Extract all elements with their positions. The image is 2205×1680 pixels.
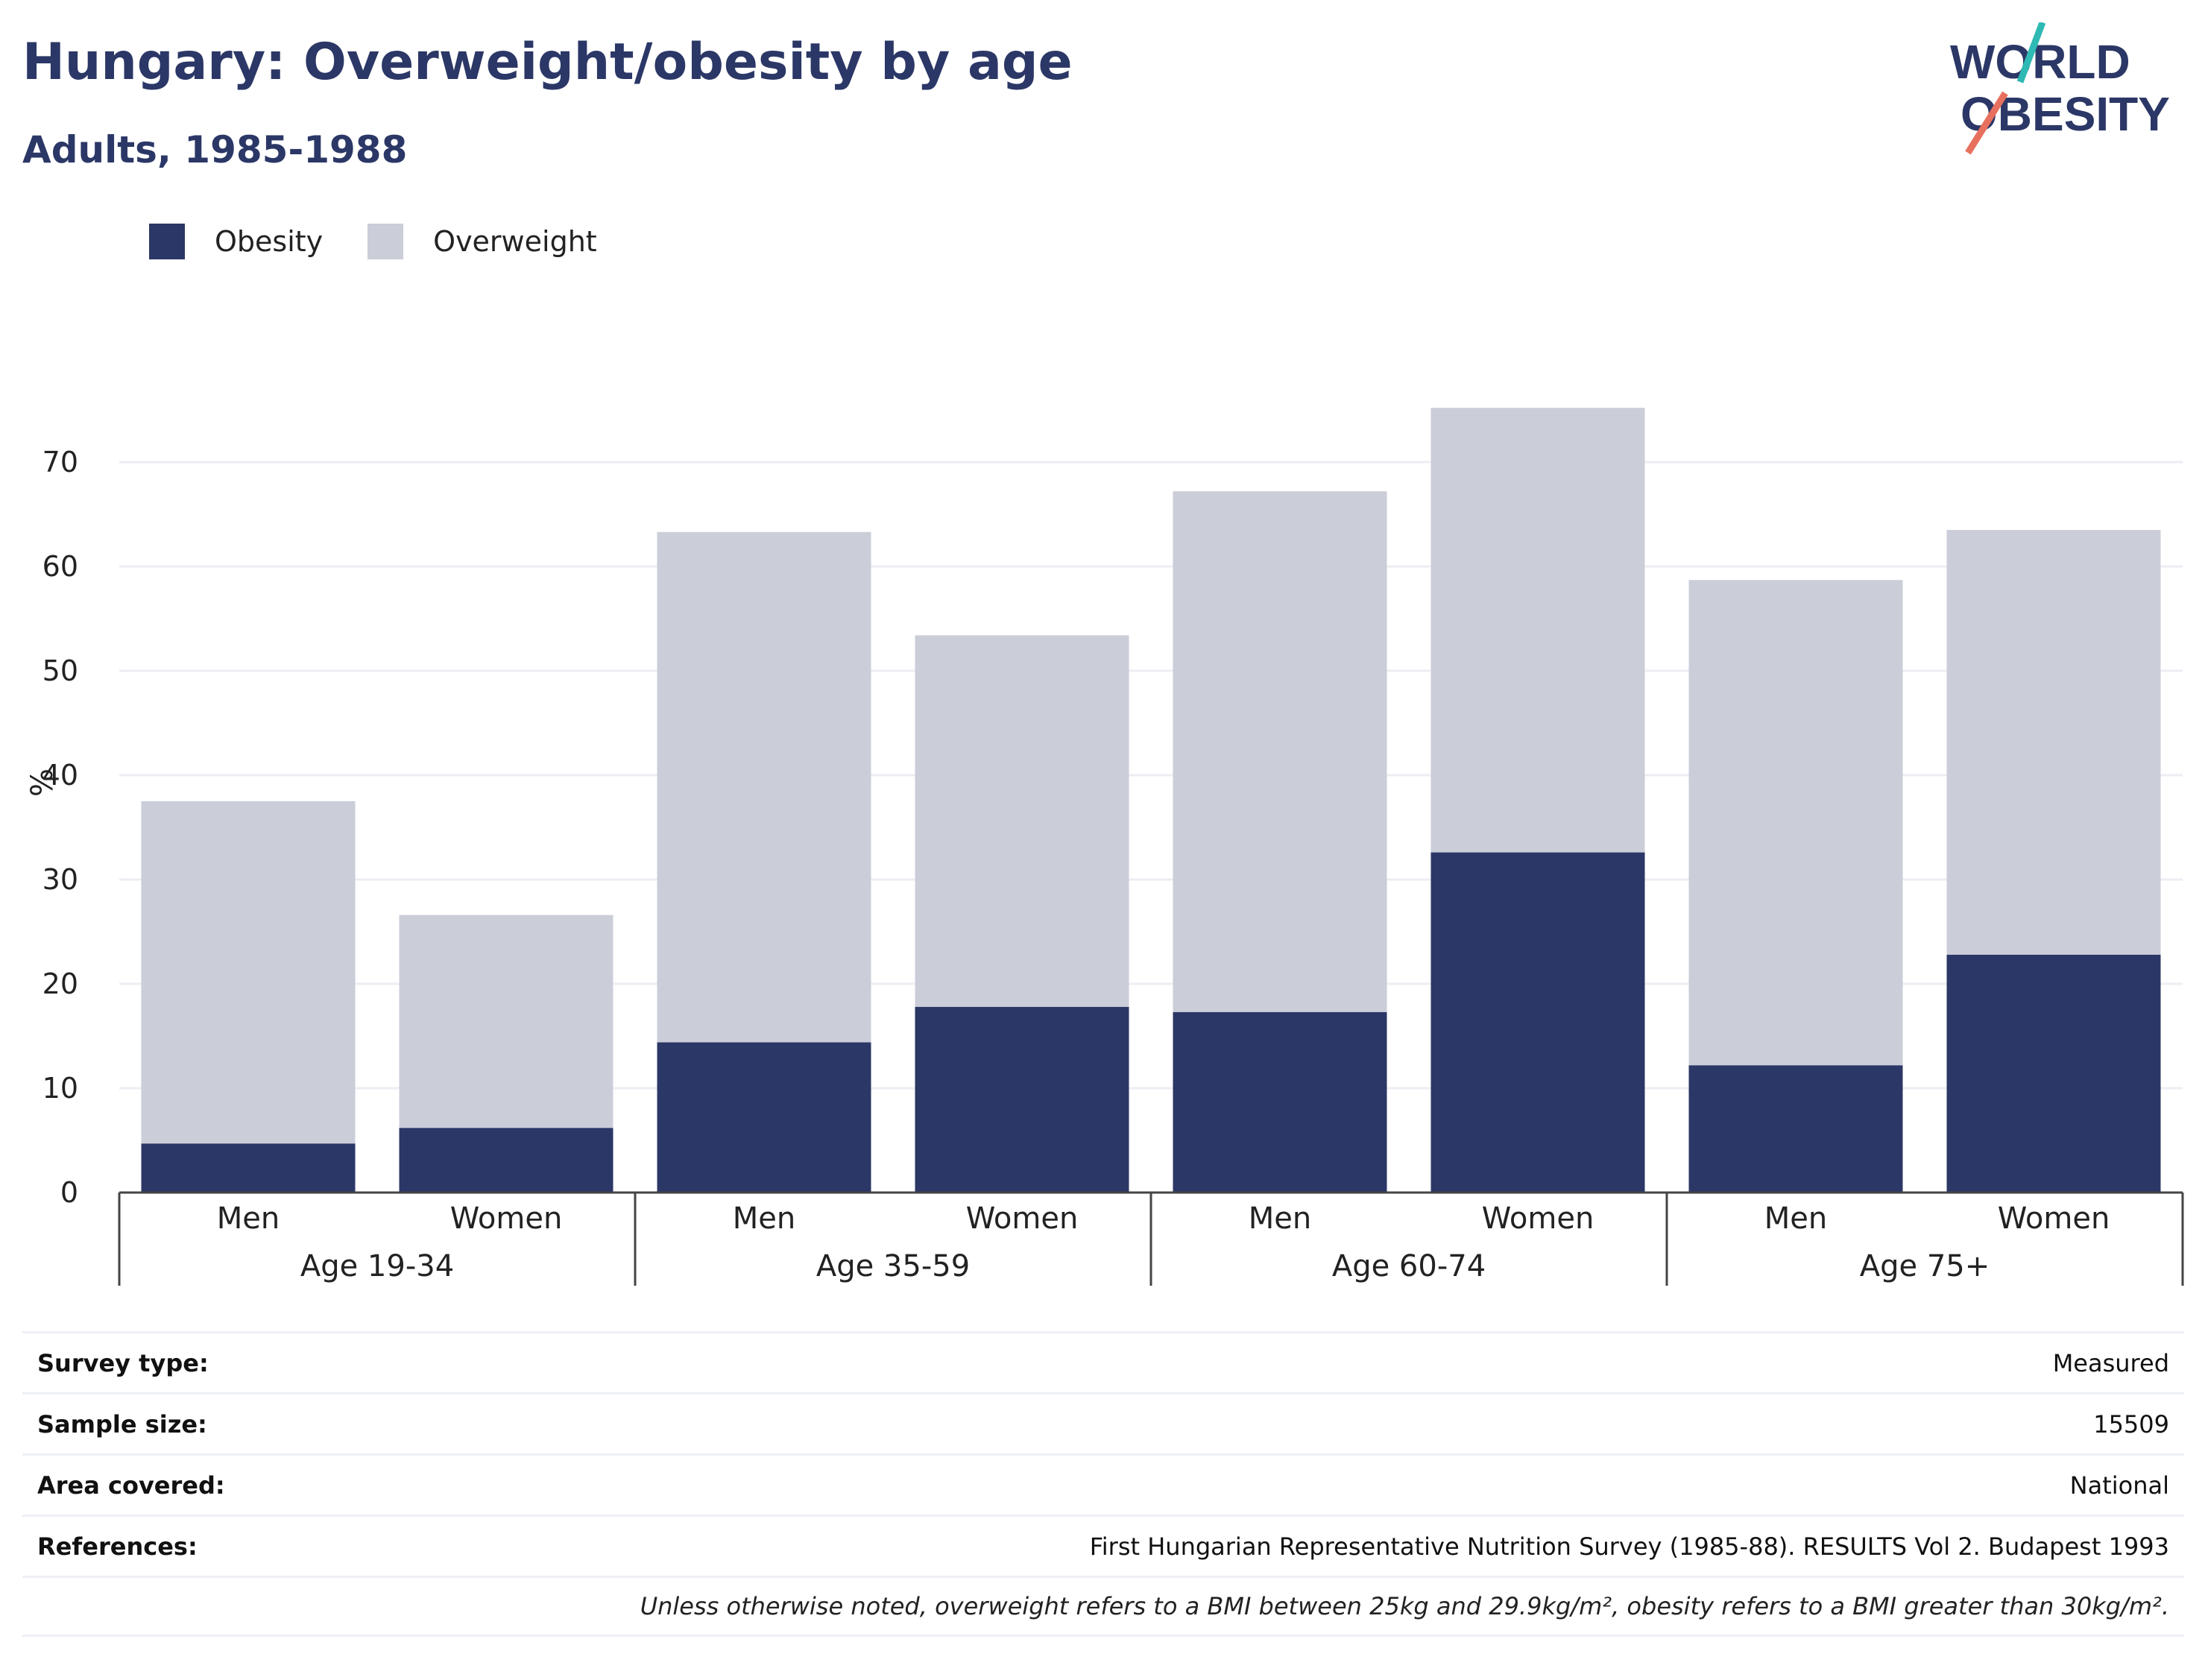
bar-overweight: [915, 635, 1129, 1007]
stacked-bar-chart: 0 10 20 30 40 50 60 70% Men Women Men Women Men Women…: [25, 408, 2184, 1286]
page-title: Hungary: Overweight/obesity by age: [22, 33, 1073, 92]
bar-overweight: [1173, 491, 1387, 1012]
info-label: References:: [37, 1532, 198, 1561]
bar-obesity: [1173, 1011, 1387, 1193]
info-label: Survey type:: [37, 1348, 209, 1377]
x-tick-label: Men: [1249, 1201, 1311, 1236]
bar-overweight: [1430, 408, 1645, 853]
group-label: Age 19-34: [300, 1249, 454, 1283]
info-row-references: References: First Hungarian Representati…: [22, 1515, 2184, 1576]
info-label: Sample size:: [37, 1409, 207, 1439]
group-label: Age 75+: [1860, 1249, 1990, 1283]
bar-obesity: [1946, 954, 2161, 1193]
bar-overweight: [141, 801, 356, 1144]
survey-info-table: Survey type: Measured Sample size: 15509…: [22, 1331, 2184, 1637]
group-label: Age 60-74: [1332, 1249, 1486, 1283]
info-value: First Hungarian Representative Nutrition…: [1089, 1532, 2169, 1561]
info-row-note: Unless otherwise noted, overweight refer…: [22, 1576, 2184, 1637]
y-tick-label: 50: [42, 654, 78, 687]
bmi-definition-note: Unless otherwise noted, overweight refer…: [640, 1592, 2169, 1620]
legend-item-overweight: Overweight: [368, 224, 597, 259]
x-tick-label: Women: [966, 1201, 1079, 1236]
y-tick-label: 20: [42, 967, 78, 1000]
legend-swatch-obesity: [149, 224, 185, 259]
y-tick-label: 30: [42, 863, 78, 896]
y-tick-label: 10: [42, 1072, 78, 1105]
info-row-sample-size: Sample size: 15509: [22, 1392, 2184, 1453]
legend-label-overweight: Overweight: [433, 225, 597, 258]
bar-overweight: [1688, 580, 1903, 1066]
info-label: Area covered:: [37, 1471, 225, 1500]
info-row-survey-type: Survey type: Measured: [22, 1331, 2184, 1392]
bar-obesity: [1688, 1065, 1903, 1193]
info-row-area-covered: Area covered: National: [22, 1453, 2184, 1515]
x-tick-label: Men: [733, 1201, 795, 1236]
legend-swatch-overweight: [368, 224, 404, 259]
x-tick-label: Women: [1482, 1201, 1594, 1236]
y-tick-label: 70: [42, 446, 78, 479]
x-tick-label: Women: [450, 1201, 563, 1236]
legend-label-obesity: Obesity: [215, 225, 324, 258]
info-value: 15509: [2093, 1409, 2169, 1439]
bar-overweight: [657, 531, 871, 1043]
bar-obesity: [141, 1143, 356, 1193]
y-axis-label: %: [25, 768, 60, 797]
bar-overweight: [399, 915, 613, 1128]
bar-obesity: [657, 1042, 871, 1193]
bar-overweight: [1946, 530, 2161, 955]
svg-text:WORLD: WORLD: [1950, 35, 2130, 89]
bar-obesity: [1430, 852, 1645, 1193]
x-tick-label: Men: [217, 1201, 280, 1236]
legend-item-obesity: Obesity: [149, 224, 323, 259]
group-label: Age 35-59: [816, 1249, 970, 1283]
world-obesity-logo: WORLD OBESITY: [1950, 22, 2170, 155]
y-tick-label: 60: [42, 550, 78, 583]
info-value: National: [2069, 1471, 2169, 1500]
bar-obesity: [915, 1006, 1129, 1193]
page-subtitle: Adults, 1985-1988: [22, 128, 408, 171]
info-value: Measured: [2052, 1348, 2169, 1377]
y-tick-label: 40: [42, 759, 78, 792]
chart-legend: Obesity Overweight: [149, 224, 642, 259]
x-tick-label: Men: [1764, 1201, 1827, 1236]
bar-obesity: [399, 1128, 613, 1193]
y-tick-label: 0: [60, 1176, 78, 1209]
x-tick-label: Women: [1998, 1201, 2110, 1236]
